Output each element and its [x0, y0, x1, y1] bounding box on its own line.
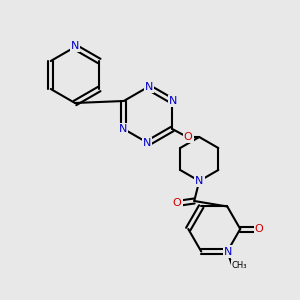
Text: N: N: [118, 124, 127, 134]
Text: N: N: [195, 176, 203, 186]
Text: O: O: [255, 224, 264, 234]
Text: N: N: [145, 82, 153, 92]
Text: O: O: [173, 198, 182, 208]
Text: N: N: [224, 247, 232, 256]
Text: N: N: [169, 96, 177, 106]
Text: N: N: [71, 41, 79, 51]
Text: N: N: [143, 138, 151, 148]
Text: CH₃: CH₃: [232, 261, 247, 270]
Text: O: O: [184, 132, 193, 142]
